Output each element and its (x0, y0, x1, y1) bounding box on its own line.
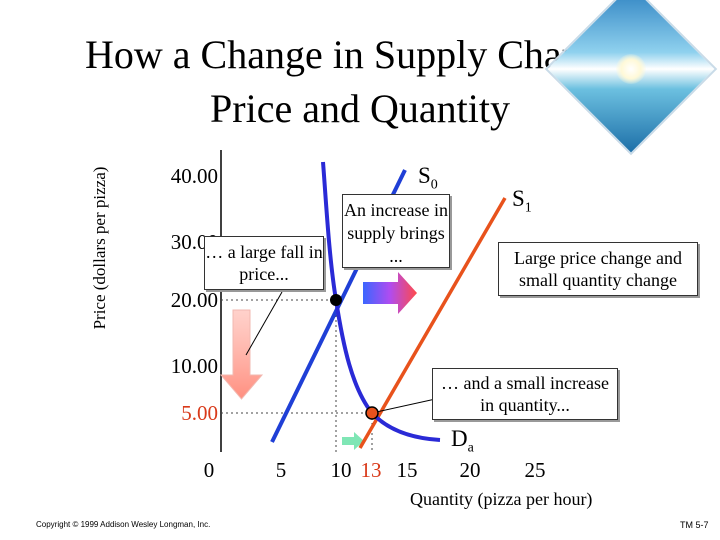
s1-label-text: S (512, 186, 525, 211)
slide-title: How a Change in Supply Changes Price and… (85, 32, 635, 131)
x-axis-label: Quantity (pizza per hour) (410, 489, 593, 509)
x-tick-label: 15 (396, 458, 418, 482)
price-fall-arrow-icon (219, 309, 264, 400)
quantity-increase-callout: … and a small increase in quantity... (432, 368, 618, 420)
x-tick-label: 5 (275, 458, 287, 482)
x-tick-label-highlighted: 13 (360, 458, 382, 482)
da-label-text: D (451, 426, 468, 451)
da-demand-curve (321, 161, 441, 442)
s0-curve-label: S0 (418, 163, 438, 194)
page-number: TM 5-7 (680, 520, 709, 530)
initial-equilibrium-point (330, 294, 342, 306)
x-tick-label: 25 (524, 458, 546, 482)
da-label-subscript: a (467, 440, 474, 456)
summary-callout: Large price change and small quantity ch… (498, 242, 698, 296)
s0-label-text: S (418, 163, 431, 188)
y-tick-label: 10.00 (170, 354, 218, 378)
x-tick-label: 20 (459, 458, 481, 482)
quantity-increase-arrow-icon (342, 432, 364, 450)
s0-label-subscript: 0 (430, 177, 438, 193)
y-tick-label-highlighted: 5.00 (181, 401, 218, 425)
supply-shift-arrow-icon (363, 272, 417, 314)
y-tick-label: 20.00 (170, 288, 218, 312)
x-tick-label: 0 (203, 458, 215, 482)
new-equilibrium-point (365, 406, 379, 420)
s1-supply-curve (358, 197, 507, 449)
copyright-text: Copyright © 1999 Addison Wesley Longman,… (36, 520, 211, 529)
da-curve-label: Da (451, 426, 474, 457)
price-fall-callout: … a large fall in price... (204, 236, 324, 290)
quantity-callout-pointer (371, 397, 441, 414)
price-callout-pointer (245, 291, 283, 356)
s1-label-subscript: 1 (524, 200, 532, 216)
s1-curve-label: S1 (512, 186, 532, 217)
supply-increase-callout: An increase in supply brings ... (342, 194, 450, 268)
x-tick-label: 10 (330, 458, 352, 482)
y-tick-label: 40.00 (170, 164, 218, 188)
